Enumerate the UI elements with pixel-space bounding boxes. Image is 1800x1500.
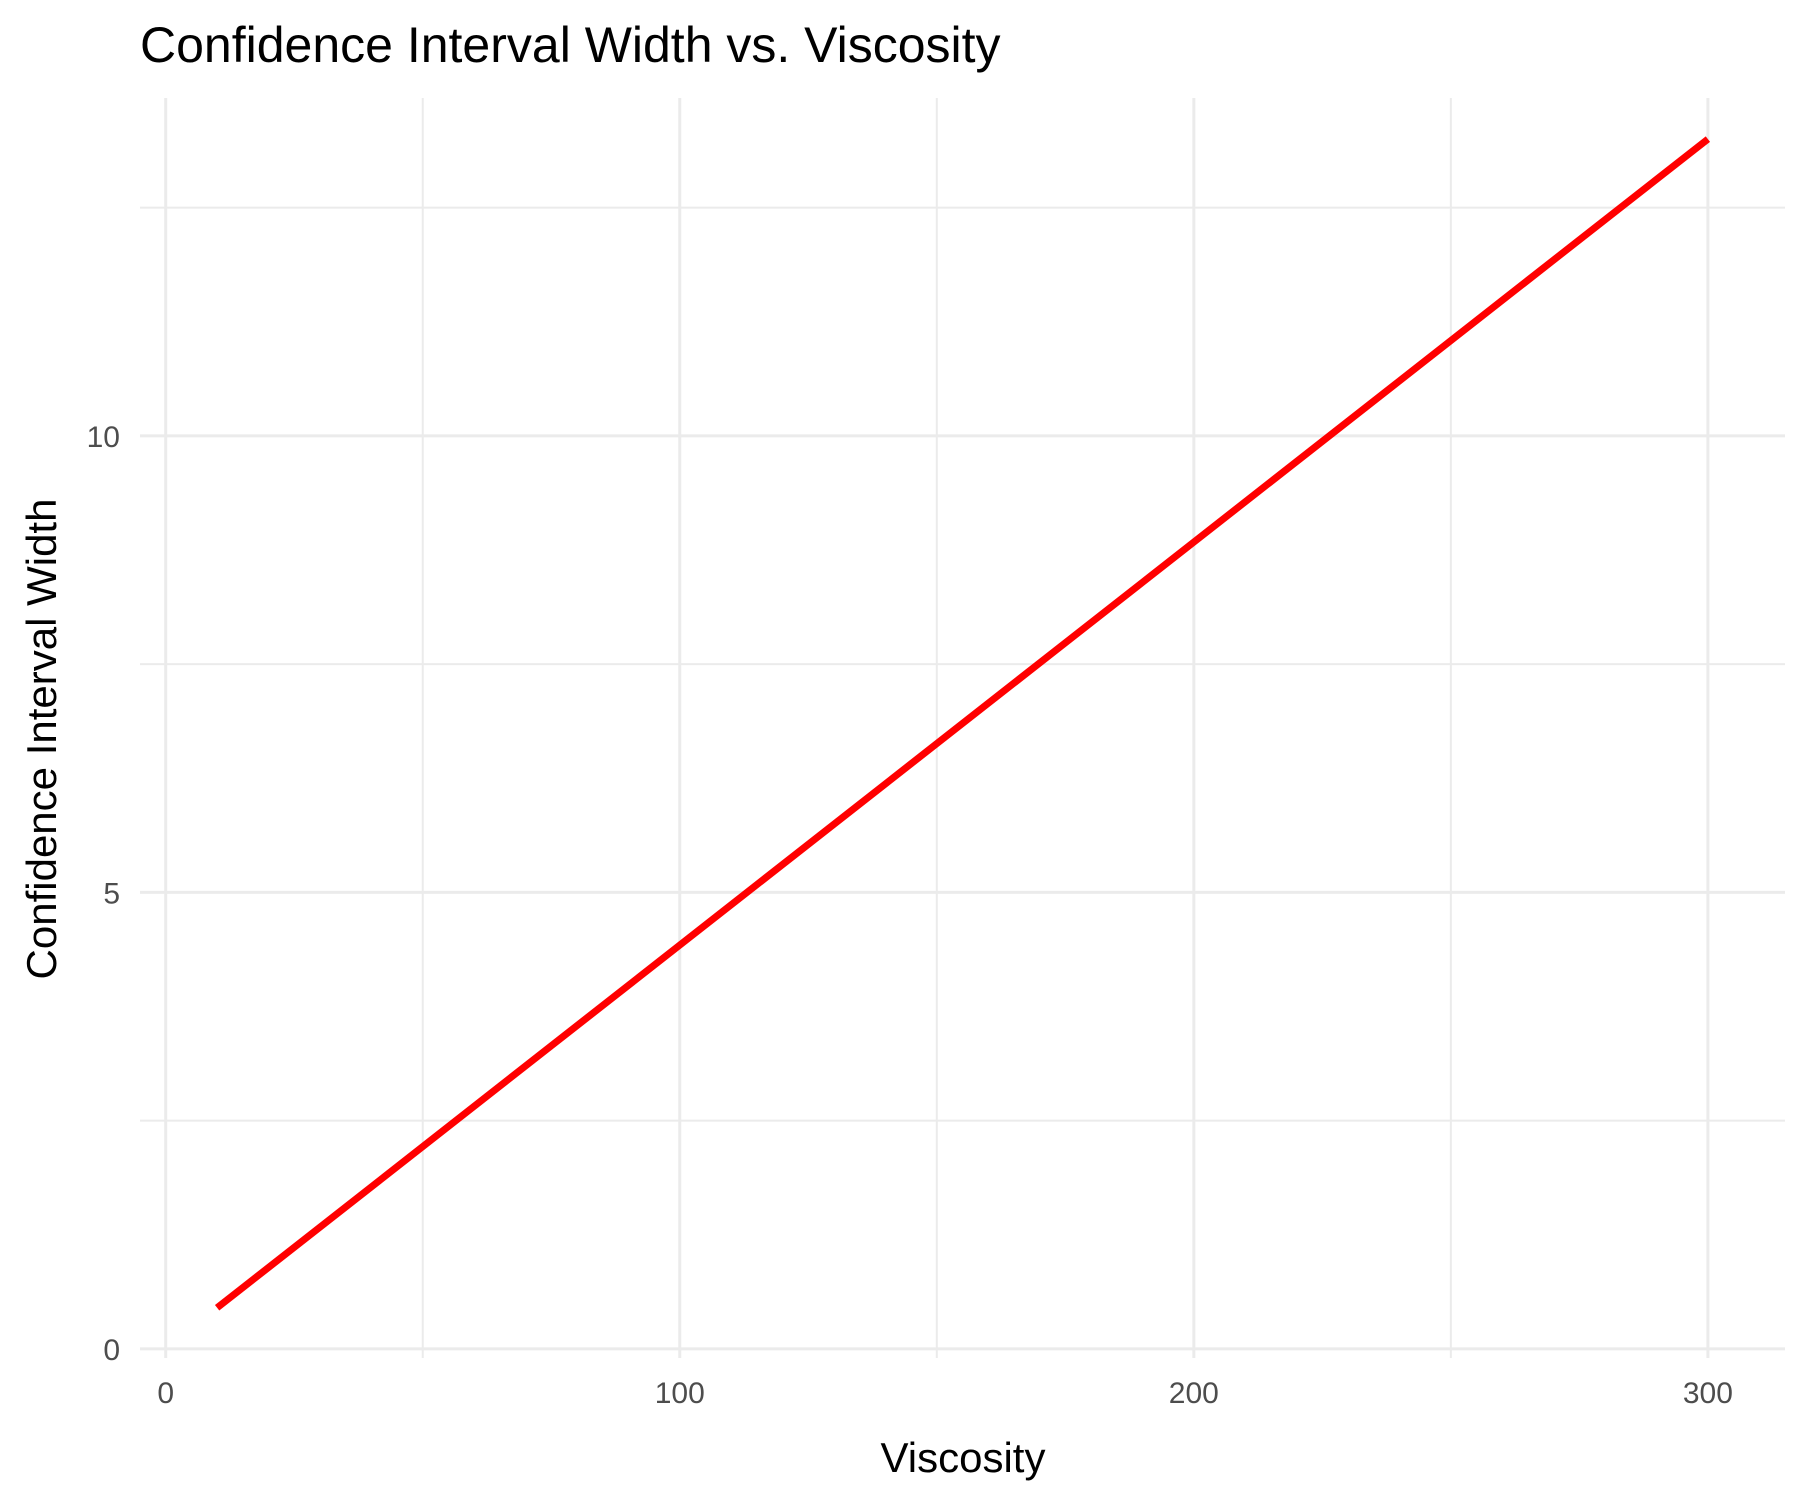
y-tick-label: 10 xyxy=(87,421,120,454)
y-axis-title: Confidence Interval Width xyxy=(18,499,65,980)
grid-major-lines xyxy=(140,98,1785,1358)
series-line xyxy=(214,136,1711,1311)
x-tick-label: 200 xyxy=(1169,1377,1219,1410)
y-tick-label: 5 xyxy=(103,877,120,910)
x-axis-title: Viscosity xyxy=(881,1434,1046,1481)
y-tick-labels: 0 5 10 xyxy=(87,421,120,1367)
grid-minor-lines xyxy=(140,98,1785,1358)
series-layer xyxy=(214,136,1711,1311)
x-tick-label: 300 xyxy=(1683,1377,1733,1410)
x-tick-label: 0 xyxy=(157,1377,174,1410)
x-tick-label: 100 xyxy=(655,1377,705,1410)
chart-title: Confidence Interval Width vs. Viscosity xyxy=(140,17,1001,73)
x-tick-labels: 0 100 200 300 xyxy=(157,1377,1733,1410)
y-tick-label: 0 xyxy=(103,1334,120,1367)
